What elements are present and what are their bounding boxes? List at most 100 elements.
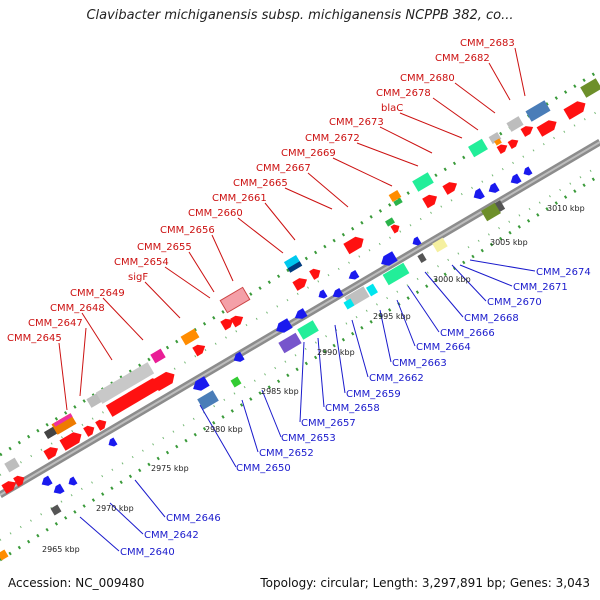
gene-arrow[interactable] [563,98,588,120]
gene-label[interactable]: CMM_2657 [301,418,356,429]
gene-feature[interactable] [393,197,403,207]
gene-arrow[interactable] [39,475,53,489]
gene-feature[interactable] [53,413,73,427]
gene-label[interactable]: CMM_2653 [281,433,336,444]
gene-label[interactable]: sigF [128,272,148,283]
gene-feature[interactable] [481,202,501,222]
gene-feature[interactable] [283,255,301,269]
gene-feature[interactable] [51,413,77,435]
gene-feature[interactable] [287,261,303,273]
gene-label[interactable]: CMM_2648 [50,303,105,314]
gene-arrow[interactable] [411,236,422,248]
gene-arrow[interactable] [1,478,18,494]
gene-feature[interactable] [488,132,502,144]
gene-label[interactable]: CMM_2646 [166,513,221,524]
gene-arrow[interactable] [292,275,309,291]
gene-label[interactable]: CMM_2655 [137,242,192,253]
gene-arrow[interactable] [347,270,360,282]
gene-arrow[interactable] [317,289,328,301]
gene-label[interactable]: CMM_2672 [305,133,360,144]
gene-label[interactable]: CMM_2678 [376,88,431,99]
gene-feature[interactable] [417,253,427,263]
gene-feature[interactable] [494,200,506,212]
gene-arrow[interactable] [67,476,78,488]
gene-arrow[interactable] [442,179,459,195]
gene-feature[interactable] [366,283,378,297]
gene-label[interactable]: CMM_2662 [369,373,424,384]
gene-arrow[interactable] [192,342,207,357]
gene-label[interactable]: CMM_2660 [188,208,243,219]
gene-feature[interactable] [4,457,20,473]
gene-arrow[interactable] [95,417,109,431]
gene-feature[interactable] [382,262,410,286]
gene-label[interactable]: CMM_2667 [256,163,311,174]
gene-label[interactable]: CMM_2663 [392,358,447,369]
gene-arrow[interactable] [220,316,235,331]
gene-label[interactable]: blaC [381,103,403,114]
gene-label[interactable]: CMM_2669 [281,148,336,159]
gene-arrow[interactable] [107,437,118,449]
gene-arrow[interactable] [536,117,560,137]
gene-feature[interactable] [278,332,302,354]
gene-feature[interactable] [50,504,62,516]
gene-feature[interactable] [385,217,395,227]
gene-feature[interactable] [150,348,166,364]
gene-arrow[interactable] [378,251,398,269]
gene-arrow[interactable] [522,166,533,178]
gene-arrow[interactable] [496,142,510,154]
gene-arrow[interactable] [422,192,440,209]
gene-arrow[interactable] [43,444,60,460]
gene-arrow[interactable] [190,376,210,394]
gene-label[interactable]: CMM_2661 [212,193,267,204]
gene-arrow[interactable] [331,288,344,300]
gene-label[interactable]: CMM_2664 [416,342,471,353]
gene-label[interactable]: CMM_2680 [400,73,455,84]
gene-arrow[interactable] [507,137,521,149]
gene-label[interactable]: CMM_2683 [460,38,515,49]
gene-label[interactable]: CMM_2668 [464,313,519,324]
gene-feature[interactable] [432,237,448,253]
gene-label[interactable]: CMM_2656 [160,225,215,236]
gene-arrow[interactable] [152,369,178,392]
gene-label[interactable]: CMM_2670 [487,297,542,308]
gene-label[interactable]: CMM_2671 [513,282,568,293]
gene-arrow[interactable] [309,266,323,280]
gene-feature[interactable] [180,328,200,346]
gene-label[interactable]: CMM_2673 [329,117,384,128]
gene-label[interactable]: CMM_2649 [70,288,125,299]
gene-label[interactable]: CMM_2654 [114,257,169,268]
gene-feature[interactable] [343,298,355,310]
gene-arrow[interactable] [83,423,97,437]
gene-label[interactable]: CMM_2682 [435,53,490,64]
gene-feature[interactable] [506,116,524,132]
gene-arrow[interactable] [231,351,245,365]
gene-feature[interactable] [95,362,155,404]
gene-label[interactable]: CMM_2650 [236,463,291,474]
gene-label[interactable]: CMM_2647 [28,318,83,329]
gene-arrow[interactable] [293,308,308,322]
gene-feature[interactable] [219,286,251,314]
gene-feature[interactable] [230,376,242,388]
gene-feature[interactable] [412,172,434,192]
gene-feature[interactable] [494,138,502,146]
gene-feature[interactable] [388,190,402,202]
gene-arrow[interactable] [230,313,245,328]
gene-arrow[interactable] [471,188,485,202]
gene-label[interactable]: CMM_2659 [346,389,401,400]
gene-label[interactable]: CMM_2666 [440,328,495,339]
gene-feature[interactable] [0,549,9,561]
gene-feature[interactable] [468,138,488,158]
gene-arrow[interactable] [51,483,65,497]
gene-feature[interactable] [525,100,551,122]
gene-feature[interactable] [297,320,319,340]
gene-label[interactable]: CMM_2674 [536,267,591,278]
gene-label[interactable]: CMM_2645 [7,333,62,344]
gene-label[interactable]: CMM_2652 [259,448,314,459]
gene-label[interactable]: CMM_2640 [120,547,175,558]
gene-arrow[interactable] [390,223,402,234]
gene-label[interactable]: CMM_2665 [233,178,288,189]
gene-feature[interactable] [580,78,600,98]
gene-label[interactable]: CMM_2642 [144,530,199,541]
gene-arrow[interactable] [508,173,522,187]
gene-arrow[interactable] [59,429,84,451]
